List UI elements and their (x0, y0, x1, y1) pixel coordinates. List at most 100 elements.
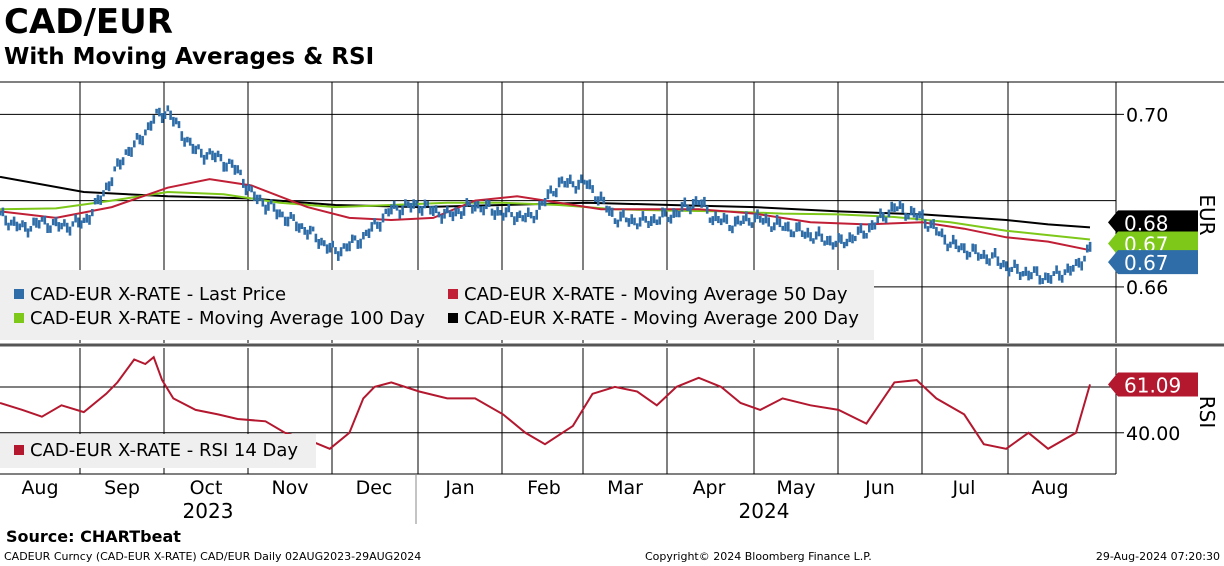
price-bar (694, 196, 698, 206)
tag-price-label: 0.67 (1124, 251, 1169, 275)
price-bar (739, 220, 742, 226)
price-bar (909, 206, 913, 216)
price-bar (555, 188, 558, 198)
price-bar (328, 242, 332, 253)
month-label-may: May (776, 477, 815, 499)
tag-ma200-bg (1108, 210, 1198, 235)
month-label-jun: Jun (864, 477, 895, 499)
price-bar (851, 234, 854, 244)
price-bar (582, 179, 586, 185)
price-bar (216, 150, 220, 158)
price-bar (1055, 265, 1058, 274)
price-bar (387, 208, 390, 217)
price-bar (367, 228, 371, 238)
price-bar (401, 205, 404, 216)
price-bar (43, 215, 47, 225)
price-bar (803, 231, 807, 239)
price-bar (873, 222, 877, 230)
price-bar (499, 210, 502, 216)
price-bar (504, 207, 508, 218)
price-bar (1005, 261, 1008, 272)
price-bar (705, 205, 709, 214)
price-bar (65, 222, 69, 233)
price-bar (85, 213, 88, 223)
price-bar (515, 212, 519, 222)
price-bar (563, 180, 566, 188)
price-bar (728, 225, 731, 232)
price-bar (527, 207, 530, 217)
price-bar (633, 217, 636, 226)
price-bar (862, 230, 865, 239)
price-bar (1058, 270, 1061, 281)
price-bar (219, 154, 223, 162)
price-bar (789, 229, 793, 238)
price-bar (29, 226, 33, 232)
price-bar (848, 232, 851, 243)
price-bar (107, 181, 111, 192)
price-bar (532, 215, 536, 224)
price-bar (334, 247, 337, 255)
price-bar (714, 211, 717, 222)
price-bar (524, 212, 527, 223)
price-bar (775, 214, 779, 225)
price-bar (345, 243, 348, 252)
price-bar (845, 238, 849, 247)
price-bar (79, 220, 83, 229)
price-bar (644, 216, 647, 223)
price-bar (457, 208, 460, 215)
price-bar (1021, 271, 1025, 277)
month-label-aug: Aug (21, 477, 58, 499)
price-bar (423, 199, 427, 209)
price-bar (784, 222, 787, 232)
price-bar (4, 215, 7, 226)
price-bar (12, 216, 16, 226)
tag-ma200: 0.68 (1108, 210, 1198, 235)
price-bar (311, 226, 315, 232)
price-bar (96, 194, 100, 205)
legend-label-ma50: CAD-EUR X-RATE - Moving Average 50 Day (464, 284, 848, 305)
month-label-apr: Apr (693, 477, 726, 499)
price-bar (473, 201, 477, 212)
price-bar (63, 219, 66, 227)
tag-ma200-label: 0.68 (1124, 211, 1169, 235)
price-bar (787, 221, 790, 232)
price-bar (935, 227, 938, 236)
price-bar (1038, 275, 1042, 285)
price-bar (689, 206, 692, 215)
tag-rsi: 61.09 (1108, 372, 1198, 397)
price-bar (543, 198, 547, 207)
price-bar (323, 240, 326, 247)
price-bar (116, 158, 119, 167)
price-bar (605, 205, 608, 213)
price-bar (434, 205, 438, 214)
price-bar (513, 216, 516, 226)
price-bar (915, 213, 919, 221)
price-bar (999, 262, 1002, 270)
price-bar (68, 226, 72, 236)
price-bar (907, 213, 910, 220)
price-bar (678, 211, 681, 218)
price-bar (518, 210, 522, 218)
price-bar (359, 238, 362, 249)
price-bar (1044, 272, 1047, 281)
price-bar (1049, 275, 1053, 284)
price-bar (979, 253, 983, 260)
year-label-2023: 2023 (183, 499, 234, 523)
price-bar (395, 205, 399, 211)
price-bar (244, 185, 248, 196)
price-bar (510, 212, 513, 218)
price-bar (144, 129, 147, 136)
price-bar (320, 237, 323, 246)
month-label-aug: Aug (1031, 477, 1068, 499)
price-bar (228, 158, 231, 164)
price-bar (18, 223, 21, 231)
price-bar (773, 222, 776, 231)
price-bar (870, 220, 874, 230)
price-bar (747, 217, 751, 226)
month-label-sep: Sep (104, 477, 140, 499)
price-bar (627, 218, 631, 227)
price-bar (205, 152, 209, 160)
price-bar (596, 196, 600, 206)
price-bar (736, 215, 740, 225)
